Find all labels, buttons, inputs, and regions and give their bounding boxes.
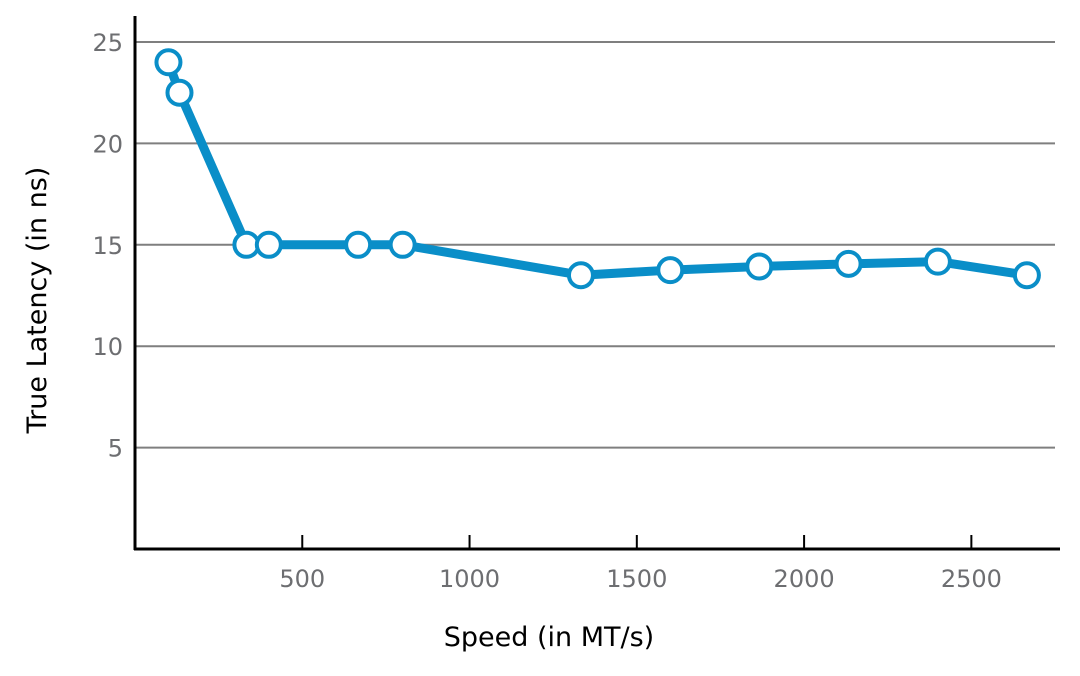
series-line <box>164 57 1032 280</box>
x-tick-label: 1500 <box>606 565 667 593</box>
y-tick-label: 25 <box>92 29 123 57</box>
x-tick-label: 2500 <box>941 565 1002 593</box>
data-point-marker <box>344 230 373 259</box>
data-point-marker <box>232 230 261 259</box>
data-point-marker <box>254 230 283 259</box>
y-tick-labels: 5 10 15 20 25 <box>92 29 123 463</box>
data-point-marker <box>388 230 417 259</box>
y-tick-label: 15 <box>92 232 123 260</box>
y-tick-label: 5 <box>108 435 123 463</box>
x-axis-title: Speed (in MT/s) <box>444 622 654 653</box>
data-point-marker <box>1012 261 1041 290</box>
y-axis-title: True Latency (in ns) <box>22 167 53 435</box>
x-tick-labels: 500 1000 1500 2000 2500 <box>279 565 1002 593</box>
data-point-marker <box>923 247 952 276</box>
y-tick-label: 20 <box>92 130 123 158</box>
x-tick-label: 2000 <box>774 565 835 593</box>
series-layer <box>154 48 1041 290</box>
y-tick-label: 10 <box>92 333 123 361</box>
data-point-marker <box>165 78 194 107</box>
data-point-marker <box>154 48 183 77</box>
x-tick-label: 500 <box>279 565 325 593</box>
axes-layer <box>133 16 1060 551</box>
data-point-marker <box>566 261 595 290</box>
data-point-marker <box>656 256 685 285</box>
data-point-marker <box>834 249 863 278</box>
x-tick-label: 1000 <box>439 565 500 593</box>
data-point-marker <box>745 252 774 281</box>
